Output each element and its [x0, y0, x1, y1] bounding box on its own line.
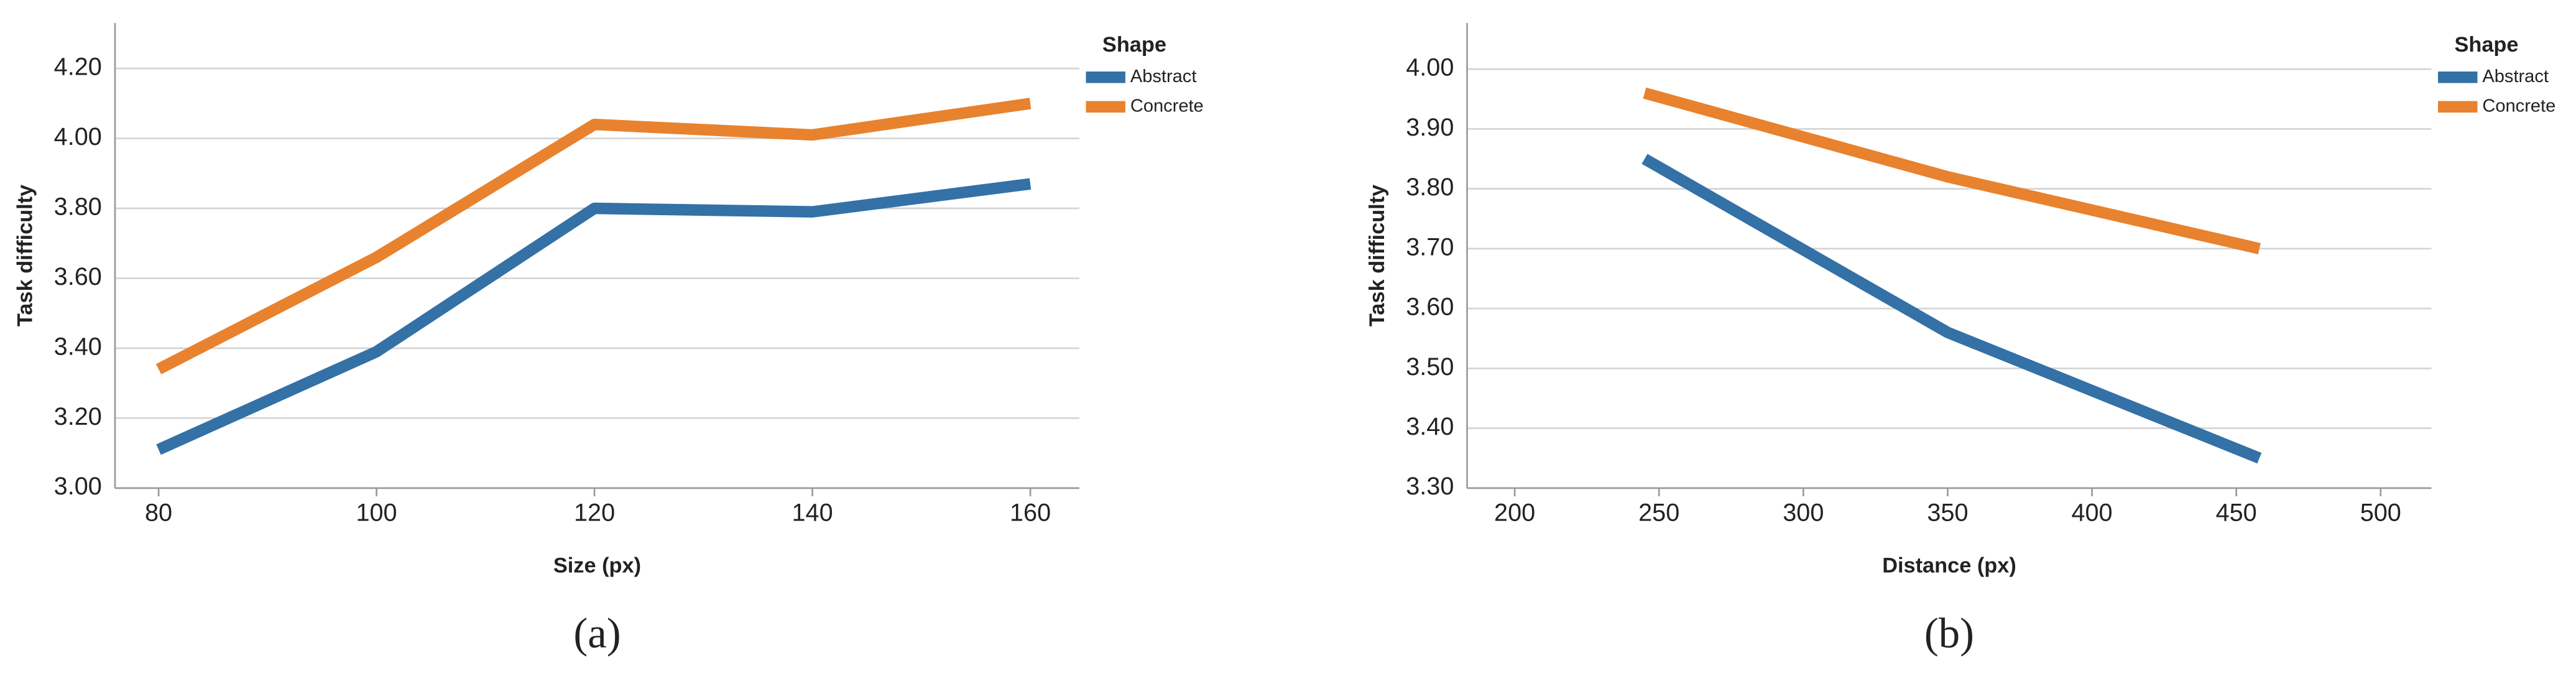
- y-tick-label: 3.40: [1406, 413, 1454, 440]
- data-line: [1643, 87, 2261, 254]
- legend-title: Shape: [2454, 33, 2518, 57]
- x-tick-label: 400: [2071, 499, 2112, 527]
- chart-panel: 3.30 3.40 3.50 3.60 3.70 3.80 3.90 4.00 200 250 30…: [1365, 23, 2555, 657]
- y-tick-label: 3.50: [1406, 353, 1454, 381]
- x-tick-label: 200: [1494, 499, 1535, 527]
- legend-label: Concrete: [1130, 96, 1204, 116]
- x-tick-label: 80: [145, 499, 172, 527]
- y-tick-label: 3.80: [54, 193, 102, 220]
- data-line: [155, 98, 1032, 374]
- x-tick-label: 250: [1638, 499, 1679, 527]
- x-axis-label: Size (px): [553, 554, 641, 578]
- x-tick-label: 350: [1927, 499, 1968, 527]
- legend-label: Abstract: [1130, 67, 1197, 86]
- x-tick-label: 160: [1010, 499, 1051, 527]
- y-axis-label: Task difficulty: [1365, 185, 1389, 327]
- data-line: [1641, 154, 2262, 464]
- y-tick-label: 3.60: [1406, 294, 1454, 321]
- x-tick-label: 120: [574, 499, 615, 527]
- y-tick-label: 4.00: [54, 123, 102, 151]
- y-tick-label: 3.30: [1406, 473, 1454, 500]
- data-line: [156, 178, 1032, 455]
- y-tick-label: 3.20: [54, 403, 102, 430]
- y-tick-label: 3.60: [54, 263, 102, 290]
- x-axis-label: Distance (px): [1882, 554, 2016, 578]
- chart-panel: 3.00 3.20 3.40 3.60 3.80 4.00 4.20 80 100 120 140 1…: [13, 23, 1204, 657]
- x-tick-label: 300: [1783, 499, 1824, 527]
- caption: (b): [1924, 609, 1974, 657]
- x-tick-label: 100: [356, 499, 397, 527]
- y-tick-label: 3.40: [54, 333, 102, 360]
- x-tick-label: 140: [792, 499, 833, 527]
- y-tick-label: 4.00: [1406, 54, 1454, 81]
- legend-label: Concrete: [2482, 96, 2555, 116]
- legend-title: Shape: [1102, 33, 1166, 57]
- y-tick-label: 3.70: [1406, 233, 1454, 261]
- x-tick-label: 500: [2360, 499, 2401, 527]
- y-tick-label: 3.00: [54, 473, 102, 500]
- y-tick-label: 3.80: [1406, 174, 1454, 201]
- y-tick-label: 4.20: [54, 53, 102, 81]
- caption: (a): [573, 609, 621, 657]
- legend-label: Abstract: [2482, 67, 2549, 86]
- y-axis-label: Task difficulty: [13, 185, 37, 327]
- y-tick-label: 3.90: [1406, 114, 1454, 141]
- x-tick-label: 450: [2216, 499, 2257, 527]
